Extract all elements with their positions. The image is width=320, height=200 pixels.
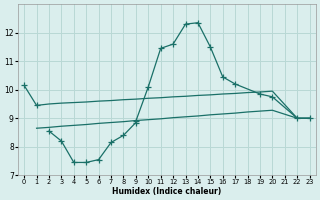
X-axis label: Humidex (Indice chaleur): Humidex (Indice chaleur) [112,187,221,196]
